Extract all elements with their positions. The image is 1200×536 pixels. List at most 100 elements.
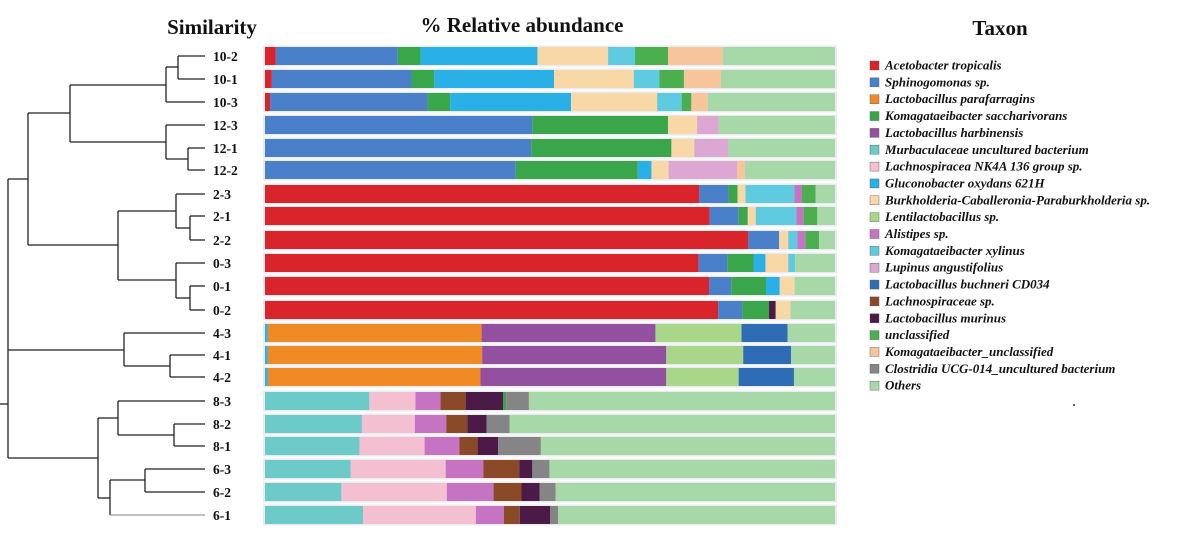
- bar-sample-4-3: [263, 322, 837, 344]
- bar-segment-komagataeibacter-saccharivorans: [531, 139, 672, 157]
- legend-item-others: Others: [869, 378, 921, 393]
- bar-segment-alistipes-sp: [445, 460, 484, 478]
- bar-segment-burkholderia-caballeronia-paraburkholderia-sp: [651, 161, 669, 179]
- legend-swatch: [869, 94, 880, 104]
- bar-segment-unclassified: [659, 70, 684, 88]
- sample-label: 0-3: [213, 256, 231, 271]
- legend-swatch: [869, 229, 880, 239]
- bar-segment-acetobacter-tropicalis: [265, 301, 719, 319]
- bar-segment-alistipes-sp: [794, 185, 802, 203]
- legend-swatch: [869, 178, 880, 189]
- bar-segment-unclassified: [681, 93, 692, 111]
- sample-label: 4-2: [213, 370, 231, 385]
- bar-segment-murbaculaceae-uncultured-bacterium: [265, 483, 342, 501]
- sample-label: 2-1: [213, 209, 231, 224]
- bar-segment-komagataeibacter-saccharivorans: [742, 301, 769, 319]
- bar-segment-acetobacter-tropicalis: [265, 207, 710, 225]
- legend-item-lactobacillus-harbinensis: Lactobacillus harbinensis: [869, 125, 1023, 140]
- bar-sample-10-3: [263, 91, 837, 113]
- legend-swatch: [869, 128, 880, 138]
- bar-segment-lactobacillus-murinus: [768, 301, 776, 319]
- legend-item-lentilactobacillus-sp: Lentilactobacillus sp.: [869, 209, 999, 224]
- bar-segment-lactobacillus-murinus: [519, 460, 533, 478]
- bar-segment-sphinogomonas-sp: [709, 277, 732, 295]
- bar-segment-others: [795, 254, 835, 272]
- legend-label: Murbaculaceae uncultured bacterium: [884, 142, 1089, 157]
- bar-segment-alistipes-sp: [796, 207, 804, 225]
- legend-label: Lactobacillus harbinensis: [884, 125, 1023, 140]
- sample-label: 12-3: [213, 118, 238, 133]
- stacked-bars: [263, 45, 837, 526]
- bar-segment-clostridia-ucg-014-uncultured-bacterium: [550, 506, 558, 524]
- bar-segment-alistipes-sp: [414, 415, 447, 433]
- bar-segment-unclassified: [634, 47, 668, 65]
- bar-segment-komagataeibacter-saccharivorans: [738, 207, 748, 225]
- legend-label: Lactobacillus parafarragins: [884, 91, 1035, 106]
- bar-segment-others: [557, 506, 835, 524]
- bar-sample-6-1: [263, 504, 837, 526]
- legend-swatch: [869, 195, 880, 206]
- bar-segment-komagataeibacter-xylinus: [788, 254, 796, 272]
- sample-label: 6-2: [213, 485, 231, 500]
- sample-label: 10-3: [213, 95, 238, 110]
- legend-label: Lachnospiracea NK4A 136 group sp.: [884, 159, 1083, 174]
- legend-swatch: [869, 60, 880, 71]
- bar-segment-lactobacillus-buchneri-cd034: [743, 346, 792, 364]
- bar-segment-burkholderia-caballeronia-paraburkholderia-sp: [775, 301, 791, 319]
- bar-segment-burkholderia-caballeronia-paraburkholderia-sp: [747, 207, 756, 225]
- bar-segment-clostridia-ucg-014-uncultured-bacterium: [498, 437, 541, 455]
- legend-label: Clostridia UCG-014_uncultured bacterium: [885, 361, 1115, 376]
- sample-label: 6-1: [213, 508, 231, 523]
- bar-segment-others: [718, 116, 835, 134]
- stray-dot: [1073, 404, 1075, 406]
- bar-segment-lactobacillus-parafarragins: [267, 368, 481, 386]
- bar-sample-6-2: [263, 481, 837, 503]
- legend-item-lactobacillus-parafarragins: Lactobacillus parafarragins: [869, 91, 1035, 106]
- bar-segment-lachnospiraceae-sp: [503, 506, 520, 524]
- legend-item-clostridia-ucg-014-uncultured-bacterium: Clostridia UCG-014_uncultured bacterium: [869, 361, 1115, 376]
- bar-segment-others: [528, 392, 835, 410]
- legend-label: Sphinogomonas sp.: [885, 74, 990, 89]
- legend-label: Lachnospiraceae sp.: [884, 293, 995, 308]
- bar-segment-burkholderia-caballeronia-paraburkholderia-sp: [737, 185, 746, 203]
- bar-segment-lachnospiracea-nk4a-136-group-sp: [359, 437, 425, 455]
- bar-segment-lachnospiraceae-sp: [446, 415, 468, 433]
- legend-item-unclassified: unclassified: [869, 327, 950, 342]
- bar-segment-burkholderia-caballeronia-paraburkholderia-sp: [537, 47, 609, 65]
- bar-segment-clostridia-ucg-014-uncultured-bacterium: [506, 392, 529, 410]
- legend-swatch: [869, 313, 880, 323]
- legend-swatch: [869, 111, 880, 121]
- legend-item-burkholderia-caballeronia-paraburkholderia-sp: Burkholderia-Caballeronia-Paraburkholder…: [869, 192, 1150, 207]
- bar-segment-lactobacillus-harbinensis: [482, 346, 667, 364]
- bar-segment-sphinogomonas-sp: [265, 139, 532, 157]
- legend-swatch: [869, 347, 880, 357]
- legend-swatch: [869, 161, 880, 172]
- bar-segment-gluconobacter-oxydans-621h: [265, 346, 268, 364]
- bar-segment-burkholderia-caballeronia-paraburkholderia-sp: [779, 231, 789, 249]
- bar-segment-acetobacter-tropicalis: [265, 231, 749, 249]
- bar-sample-10-2: [263, 45, 837, 67]
- bar-segment-others: [509, 415, 835, 433]
- bar-segment-acetobacter-tropicalis: [265, 277, 710, 295]
- bar-segment-burkholderia-caballeronia-paraburkholderia-sp: [571, 93, 658, 111]
- bar-segment-murbaculaceae-uncultured-bacterium: [265, 437, 360, 455]
- bar-sample-2-2: [263, 229, 837, 251]
- bar-segment-clostridia-ucg-014-uncultured-bacterium: [532, 460, 550, 478]
- legend-item-komagataeibacter-unclassified: Komagataeibacter_unclassified: [869, 344, 1054, 359]
- bar-segment-murbaculaceae-uncultured-bacterium: [265, 415, 362, 433]
- bar-segment-komagataeibacter-saccharivorans: [515, 161, 638, 179]
- bar-segment-gluconobacter-oxydans-621h: [766, 277, 780, 295]
- sample-labels: 10-2 10-1 10-3 12-3 12-1 12-2 2-3 2-1 2-2 0-3 0-1 0…: [213, 49, 238, 523]
- bar-segment-sphinogomonas-sp: [709, 207, 739, 225]
- bar-segment-burkholderia-caballeronia-paraburkholderia-sp: [667, 116, 698, 134]
- bar-segment-komagataeibacter-saccharivorans: [427, 93, 451, 111]
- bar-segment-others: [815, 185, 835, 203]
- bar-sample-4-1: [263, 344, 837, 366]
- bar-sample-2-3: [263, 183, 837, 205]
- bar-segment-komagataeibacter-xylinus: [608, 47, 635, 65]
- bar-segment-alistipes-sp: [424, 437, 460, 455]
- bar-segment-others: [721, 70, 835, 88]
- sample-label: 8-2: [213, 417, 231, 432]
- bar-segment-gluconobacter-oxydans-621h: [753, 254, 766, 272]
